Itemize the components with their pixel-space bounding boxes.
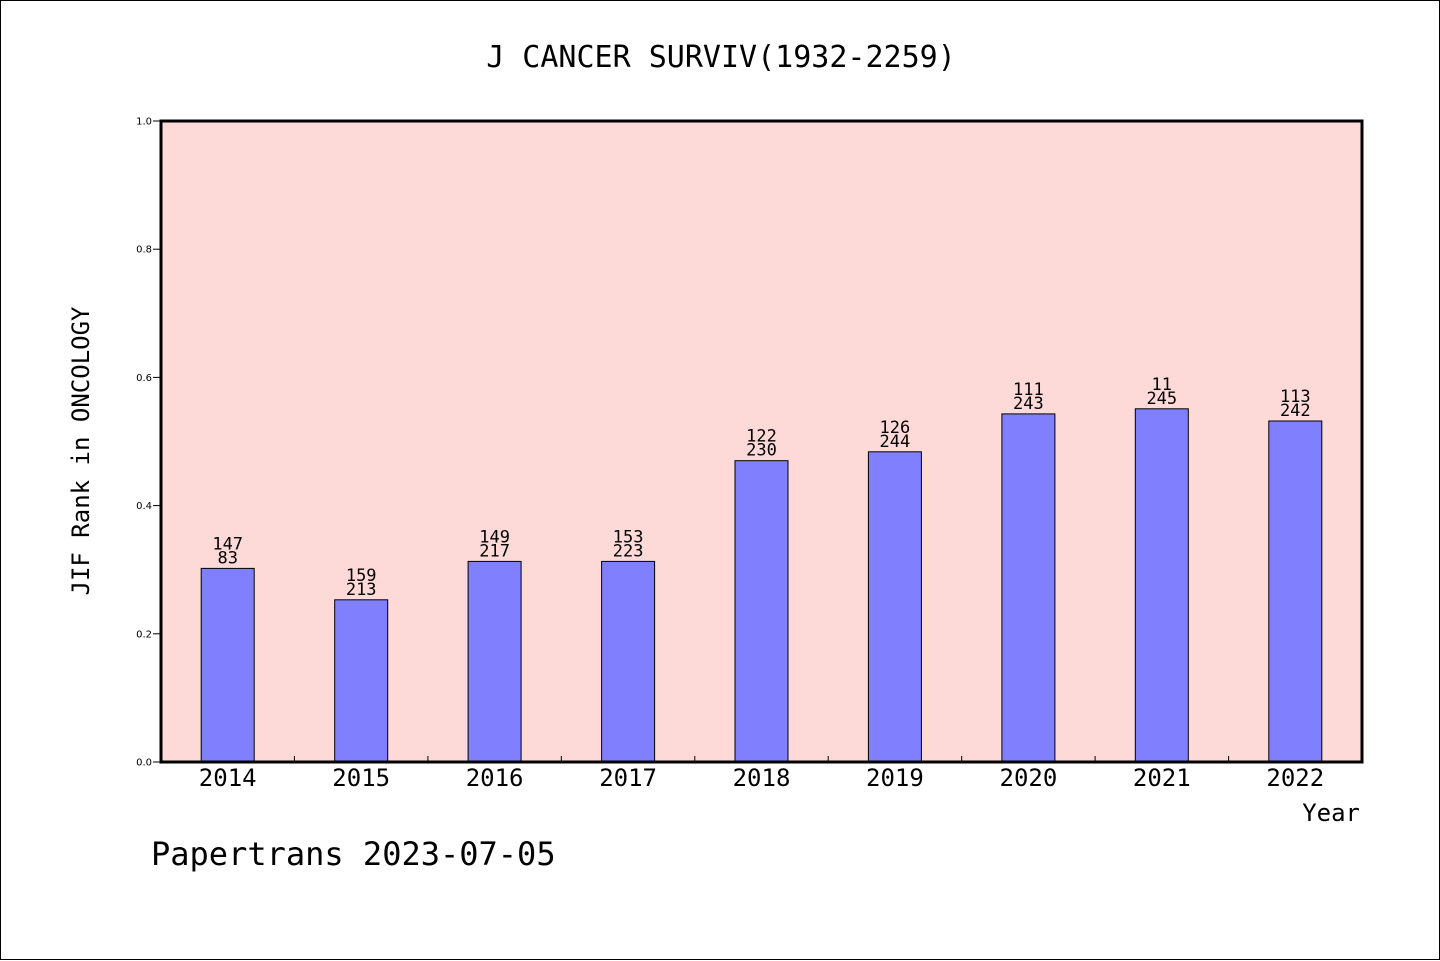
x-tick-label: 2020 [1000,764,1058,792]
bar-rank-label: 147 [212,534,243,554]
bar-2015 [334,599,389,763]
bar-total-label: 83 [217,548,237,568]
bar-2017 [601,560,656,763]
bar-2018 [734,460,789,763]
bar-total-label: 243 [1013,394,1044,414]
bar-total-label: 245 [1146,389,1177,409]
plot-frame [159,119,1364,764]
bar-2016 [467,560,522,763]
bar-rank-label: 122 [746,427,777,447]
x-tick-label: 2018 [733,764,791,792]
bar-total-label: 213 [346,580,377,600]
y-axis: 0.0 0.2 0.4 0.6 0.8 1.0 [136,117,161,769]
bar-rank-label: 149 [479,527,510,547]
bar-rank-label: 11 [1152,375,1172,395]
bar-2020 [1001,413,1056,763]
bar-total-label: 244 [880,432,911,452]
bar-2014 [200,567,255,763]
bar-2022 [1268,420,1323,763]
y-tick-label: 0.8 [136,245,152,256]
y-tick-label: 0.0 [136,758,152,769]
bar-2021 [1134,408,1189,763]
bar-2019 [867,451,922,763]
bars [200,408,1323,763]
bar-rank-label: 159 [346,566,377,586]
bar-rank-label: 111 [1013,380,1044,400]
y-tick-label: 0.2 [136,629,152,640]
y-tick-label: 0.4 [136,501,152,512]
chart-title: J CANCER SURVIV(1932-2259) [486,40,956,75]
bar-labels: 1478315921314921715322312223012624411124… [212,375,1310,600]
y-tick-label: 1.0 [136,117,152,128]
bar-total-label: 217 [479,541,510,561]
credit-text: Papertrans 2023-07-05 [151,835,556,873]
bar-rank-label: 126 [880,418,911,438]
x-axis-label: Year [1302,799,1360,827]
x-tick-label: 2019 [866,764,924,792]
x-tick-label: 2017 [599,764,657,792]
y-tick-label: 0.6 [136,373,152,384]
x-tick-label: 2021 [1133,764,1191,792]
x-tick-label: 2015 [332,764,390,792]
bar-total-label: 223 [613,541,644,561]
x-tick-label: 2022 [1266,764,1324,792]
bar-total-label: 242 [1280,401,1311,421]
bar-rank-label: 153 [613,527,644,547]
x-tick-label: 2016 [466,764,524,792]
x-axis: 2014 2015 2016 2017 2018 2019 2020 2021 2022 [199,756,1324,792]
x-tick-label: 2014 [199,764,257,792]
y-axis-label: JIF Rank in ONCOLOGY [67,306,95,596]
bar-rank-label: 113 [1280,387,1311,407]
bar-total-label: 230 [746,441,777,461]
